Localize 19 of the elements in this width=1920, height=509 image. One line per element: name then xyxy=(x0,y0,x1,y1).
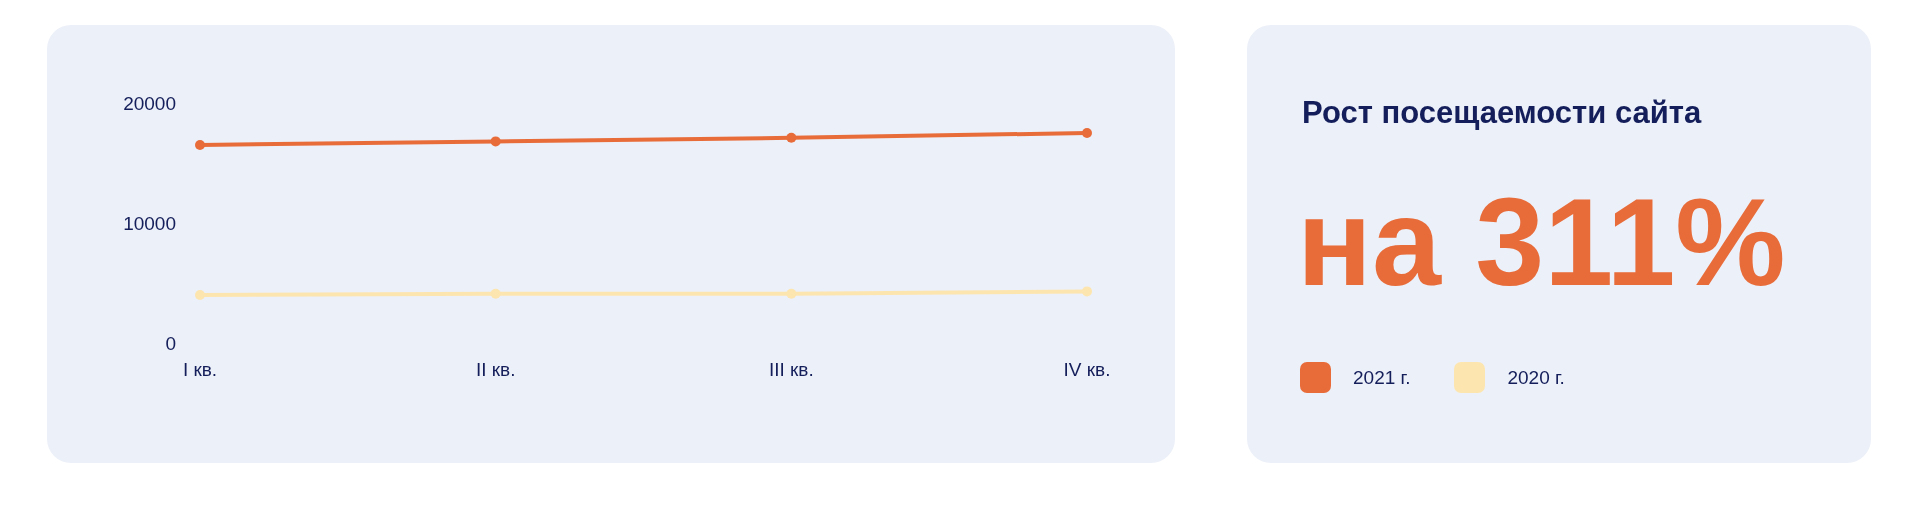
x-tick-label: I кв. xyxy=(182,359,218,381)
point xyxy=(786,132,797,143)
point xyxy=(195,140,205,150)
text: Рост посещаемости сайта xyxy=(1302,95,1702,131)
point xyxy=(786,288,797,299)
point xyxy=(195,290,205,300)
y-tick-label: 0 xyxy=(165,332,176,354)
legend-label: 2020 г. xyxy=(1507,366,1565,389)
point xyxy=(1082,128,1092,138)
x-tick-label: III кв. xyxy=(768,359,814,381)
x-tick-label: II кв. xyxy=(475,359,516,381)
legend-label: 2021 г. xyxy=(1353,366,1411,389)
y-tick-label: 10000 xyxy=(123,212,176,234)
point xyxy=(490,288,501,299)
point xyxy=(1082,286,1092,297)
x-tick-label: IV кв. xyxy=(1063,359,1111,381)
point xyxy=(490,136,501,147)
text: на 311% xyxy=(1297,173,1786,311)
y-tick-label: 20000 xyxy=(123,92,176,114)
